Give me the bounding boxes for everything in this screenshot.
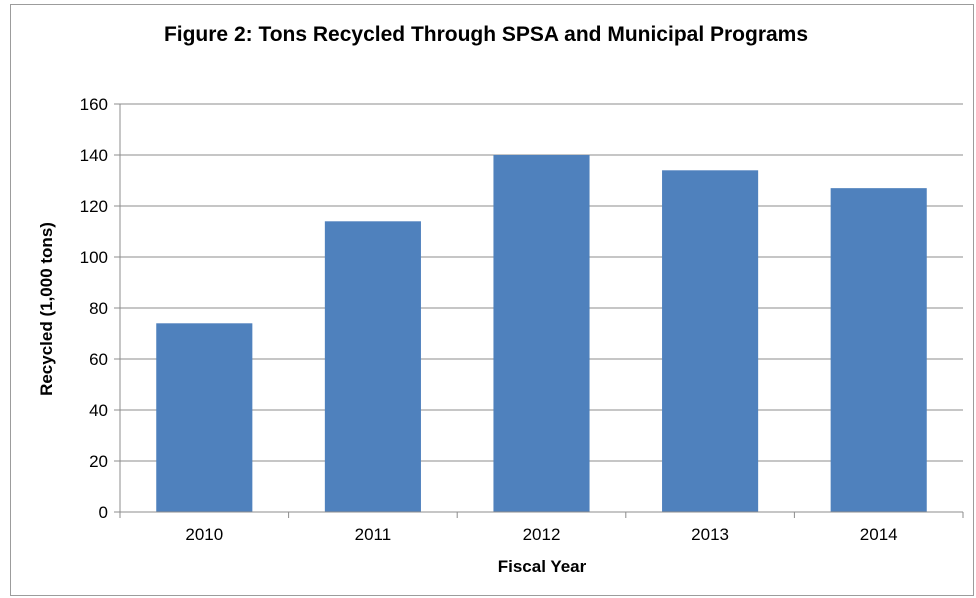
axes xyxy=(119,104,964,518)
y-tick-label: 80 xyxy=(89,299,108,318)
x-tick-label: 2011 xyxy=(355,525,392,544)
y-tick-label: 20 xyxy=(89,452,108,471)
bar-2011 xyxy=(324,221,421,513)
bar-2010 xyxy=(156,323,253,512)
x-tick-label: 2013 xyxy=(691,525,729,544)
y-tick-label: 0 xyxy=(99,503,108,522)
y-tick-labels: 0 20 40 60 80 100 120 140 160 xyxy=(80,95,108,522)
bars xyxy=(156,155,927,513)
x-axis-label: Fiscal Year xyxy=(498,557,587,576)
bar-2014 xyxy=(830,188,927,512)
y-tick-label: 120 xyxy=(80,197,108,216)
bar-2013 xyxy=(662,170,759,513)
x-tick-label: 2014 xyxy=(860,525,898,544)
y-axis-label: Recycled (1,000 tons) xyxy=(37,222,56,396)
x-tick-labels: 2010 2011 2012 2013 2014 xyxy=(185,525,897,544)
y-tick-label: 160 xyxy=(80,95,108,114)
y-tick-label: 40 xyxy=(89,401,108,420)
bar-2012 xyxy=(493,155,590,512)
y-tick-label: 100 xyxy=(80,248,108,267)
y-tick-label: 140 xyxy=(80,146,108,165)
x-tick-label: 2012 xyxy=(523,525,561,544)
x-tick-label: 2010 xyxy=(185,525,223,544)
chart-title: Figure 2: Tons Recycled Through SPSA and… xyxy=(163,23,809,46)
y-tick-label: 60 xyxy=(89,350,108,369)
